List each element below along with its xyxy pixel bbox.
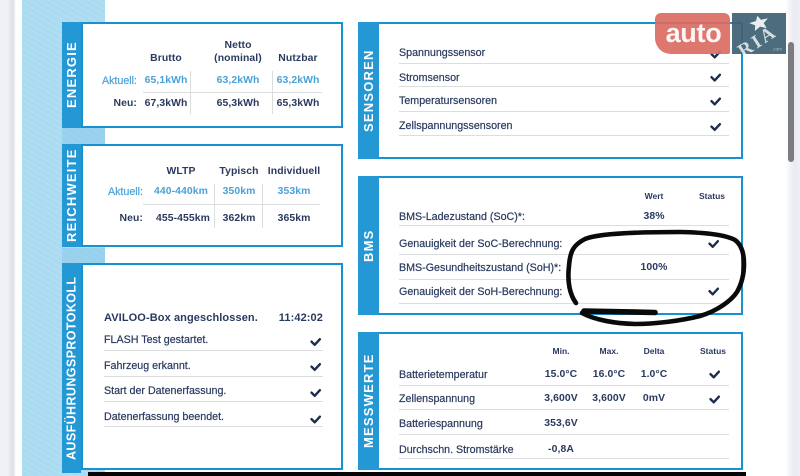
svg-text:.com: .com: [772, 46, 782, 51]
